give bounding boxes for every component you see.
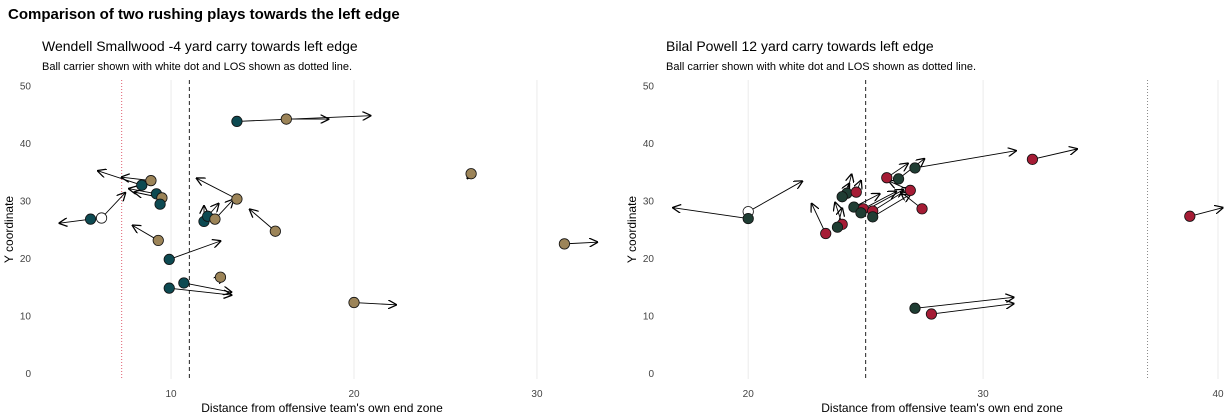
right-y-tick-label: 0 bbox=[648, 369, 654, 380]
right-chart: 20 30 40 0 10 20 30 40 50 Distance from offensive… bbox=[625, 80, 1228, 414]
right-player-dot bbox=[855, 207, 867, 219]
left-chart: 10 20 30 0 10 20 30 40 50 Distance from offensive… bbox=[2, 80, 614, 414]
left-y-tick-label: 10 bbox=[20, 311, 32, 322]
right-player-dot bbox=[836, 191, 848, 203]
right-y-tick-label: 10 bbox=[643, 311, 655, 322]
right-direction-arrow bbox=[1189, 208, 1223, 217]
left-direction-arrow bbox=[236, 116, 371, 122]
left-x-axis-label: Distance from offensive team's own end z… bbox=[201, 401, 443, 414]
left-direction-arrow bbox=[353, 303, 396, 305]
left-player-dot bbox=[465, 168, 477, 180]
left-player-dot bbox=[136, 179, 148, 191]
right-direction-arrow bbox=[747, 181, 802, 213]
left-panel-subtitle: Ball carrier shown with white dot and LO… bbox=[42, 61, 352, 73]
right-player-dot bbox=[925, 308, 938, 320]
right-direction-arrow bbox=[863, 192, 896, 210]
right-y-tick-label: 20 bbox=[643, 254, 655, 265]
left-y-tick-label: 20 bbox=[20, 254, 32, 265]
right-direction-arrow bbox=[931, 304, 1013, 315]
right-x-tick-label: 20 bbox=[743, 389, 755, 400]
left-direction-arrow bbox=[98, 171, 142, 186]
right-player-dot bbox=[909, 302, 921, 314]
left-y-axis-label: Y coordinate bbox=[2, 196, 16, 263]
left-ball-carrier-dot bbox=[95, 212, 108, 224]
left-direction-arrow bbox=[197, 178, 238, 200]
left-player-dot bbox=[214, 271, 227, 283]
right-player-dot bbox=[916, 203, 928, 215]
right-direction-arrow bbox=[872, 194, 911, 218]
left-player-dot bbox=[178, 277, 190, 289]
left-player-dot bbox=[154, 198, 166, 210]
left-x-tick-label: 30 bbox=[531, 389, 543, 400]
right-player-dot bbox=[909, 162, 921, 174]
left-player-dot bbox=[231, 115, 243, 128]
left-x-tick-label: 10 bbox=[166, 389, 178, 400]
left-x-tick-label: 20 bbox=[348, 389, 360, 400]
left-player-dot bbox=[145, 175, 157, 187]
left-player-dot bbox=[152, 234, 164, 247]
left-y-tick-label: 0 bbox=[25, 369, 31, 380]
right-player-dot bbox=[867, 211, 879, 223]
right-direction-arrow bbox=[914, 151, 1016, 169]
right-direction-arrow bbox=[914, 297, 1014, 309]
right-y-tick-label: 50 bbox=[643, 81, 655, 92]
right-player-dot bbox=[820, 227, 832, 240]
right-y-tick-label: 40 bbox=[643, 139, 655, 150]
right-x-tick-label: 40 bbox=[1212, 389, 1224, 400]
right-x-axis-label: Distance from offensive team's own end z… bbox=[821, 401, 1063, 414]
right-player-dot bbox=[1184, 210, 1196, 222]
right-player-dot bbox=[904, 184, 916, 196]
left-direction-arrow bbox=[250, 209, 276, 232]
left-player-dot bbox=[558, 238, 571, 250]
right-player-dot bbox=[742, 212, 754, 225]
left-direction-arrow bbox=[101, 193, 126, 219]
right-player-dot bbox=[831, 221, 844, 233]
left-player-dot bbox=[209, 213, 221, 225]
right-panel-title: Bilal Powell 12 yard carry towards left … bbox=[666, 38, 934, 54]
right-player-dot bbox=[892, 173, 905, 185]
right-player-dot bbox=[850, 186, 862, 198]
main-title: Comparison of two rushing plays towards … bbox=[8, 6, 400, 23]
right-y-tick-label: 30 bbox=[643, 196, 655, 207]
left-player-dot bbox=[163, 253, 175, 265]
right-player-dot bbox=[1026, 153, 1039, 165]
left-player-dot bbox=[280, 113, 292, 125]
left-player-dot bbox=[84, 213, 97, 225]
left-player-dot bbox=[269, 225, 281, 237]
left-player-dot bbox=[163, 282, 175, 294]
right-direction-arrow bbox=[1032, 149, 1077, 160]
right-direction-arrow bbox=[673, 208, 749, 220]
right-player-dot bbox=[881, 172, 893, 184]
right-panel-subtitle: Ball carrier shown with white dot and LO… bbox=[666, 61, 976, 73]
left-panel-title: Wendell Smallwood -4 yard carry towards … bbox=[42, 38, 358, 54]
left-direction-arrow bbox=[169, 287, 231, 295]
right-y-axis-label: Y coordinate bbox=[625, 196, 639, 263]
right-direction-arrow bbox=[872, 188, 911, 212]
left-player-dot bbox=[231, 193, 243, 205]
left-y-tick-label: 40 bbox=[20, 139, 32, 150]
left-player-dot bbox=[348, 296, 360, 309]
right-x-tick-label: 30 bbox=[978, 389, 990, 400]
left-y-tick-label: 50 bbox=[20, 81, 32, 92]
left-direction-arrow bbox=[169, 241, 220, 260]
left-y-tick-label: 30 bbox=[20, 196, 32, 207]
